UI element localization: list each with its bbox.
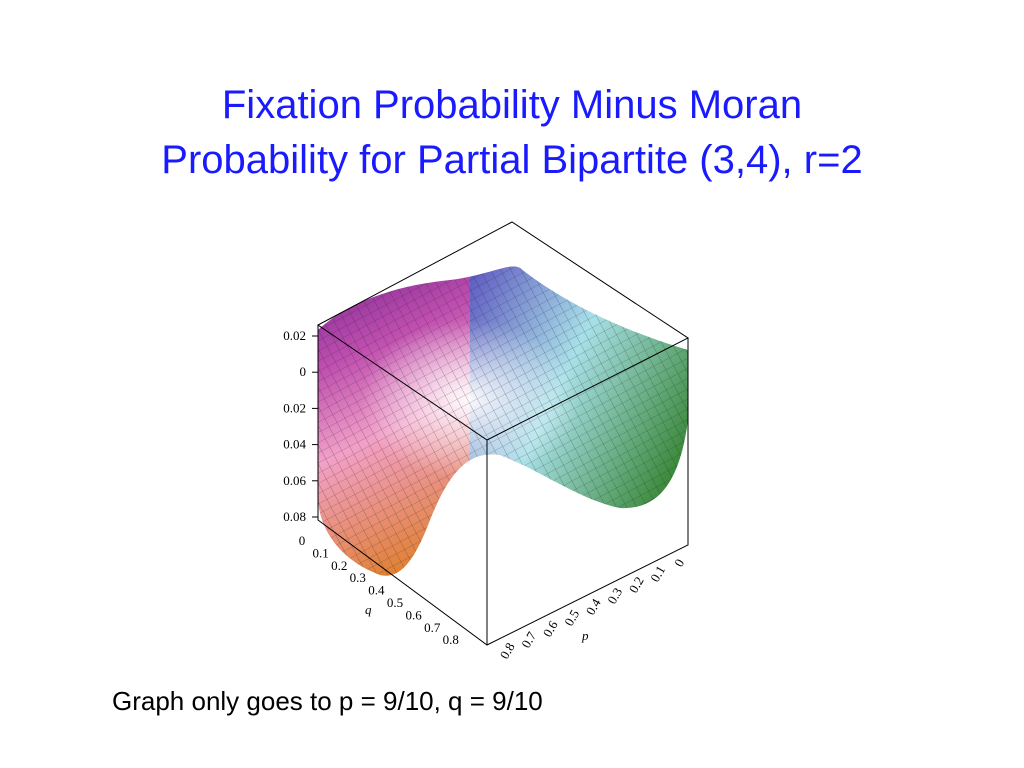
title-line: Probability for Partial Bipartite (3,4),… <box>161 138 863 182</box>
q-tick-label: 0.1 <box>312 545 328 560</box>
q-tick-label: 0.4 <box>368 583 385 598</box>
z-tick-label: 0.02 <box>283 400 306 415</box>
p-tick-label: 0 <box>671 556 687 569</box>
surface <box>318 266 688 576</box>
caption: Graph only goes to p = 9/10, q = 9/10 <box>112 686 543 716</box>
title-line: Fixation Probability Minus Moran <box>221 83 803 127</box>
p-tick-label: 0.8 <box>497 640 518 662</box>
p-tick-label: 0.3 <box>604 585 625 607</box>
p-tick-label: 0.5 <box>561 607 582 629</box>
p-tick-label: 0.2 <box>626 574 647 596</box>
q-tick-label: 0.2 <box>331 558 347 573</box>
q-tick-label: 0.5 <box>387 595 403 610</box>
p-tick-label: 0.7 <box>518 629 539 651</box>
q-axis-label: q <box>365 602 372 617</box>
q-tick-label: 0.6 <box>405 607 422 622</box>
q-tick-label: 0 <box>299 533 306 548</box>
bounding-box <box>317 221 689 646</box>
z-tick-label: 0.04 <box>283 437 306 452</box>
z-tick-label: 0.06 <box>283 473 306 488</box>
p-tick-label: 0.4 <box>583 596 604 618</box>
q-tick-label: 0.3 <box>350 570 366 585</box>
z-tick-label: 0.08 <box>283 509 306 524</box>
z-tick-label: 0.02 <box>283 328 306 343</box>
p-tick-label: 0.1 <box>647 563 668 585</box>
p-axis-label: p <box>581 628 589 643</box>
q-tick-label: 0.8 <box>443 632 459 647</box>
z-tick-label: 0 <box>300 364 307 379</box>
q-tick-label: 0.7 <box>424 620 441 635</box>
p-tick-label: 0.6 <box>540 618 561 640</box>
